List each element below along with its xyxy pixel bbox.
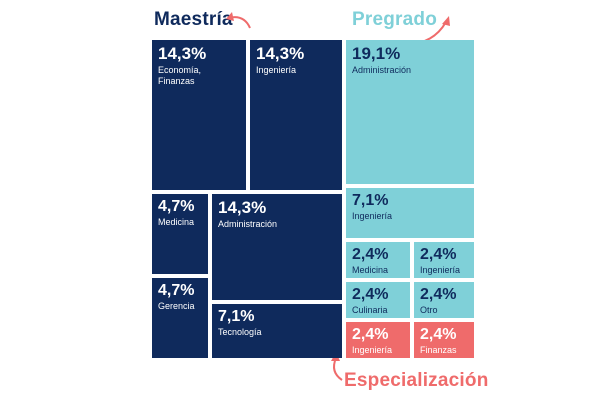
tile-category: Economía, Finanzas (158, 65, 202, 86)
maestria-arrowhead-icon (226, 12, 234, 21)
tile-category: Ingeniería (420, 265, 461, 275)
tile-label: 7,1% Tecnología (212, 304, 342, 358)
tile-label: 2,4% Ingeniería (346, 322, 410, 358)
treemap-tile (346, 188, 474, 238)
treemap-tile (346, 40, 474, 184)
pregrado-arrowhead-icon (442, 16, 450, 26)
tile-value: 4,7% (158, 198, 195, 215)
tile-category: Ingeniería (256, 65, 297, 75)
tile-value: 2,4% (420, 326, 457, 343)
treemap-tile (414, 282, 474, 318)
tile-category: Gerencia (158, 301, 195, 311)
tile-value: 7,1% (218, 308, 255, 325)
tile-label: 14,3% Ingeniería (250, 40, 342, 190)
tile-category: Ingeniería (352, 345, 393, 355)
tile-label: 7,1% Ingeniería (346, 188, 474, 238)
treemap-tile (152, 278, 208, 358)
tile-label: 2,4% Culinaria (346, 282, 410, 318)
tile-category: Finanzas (420, 345, 457, 355)
tiles-layer (152, 40, 474, 358)
treemap-tile (414, 242, 474, 278)
tile-label: 14,3% Economía, Finanzas (152, 40, 246, 190)
tile-value: 2,4% (352, 326, 389, 343)
tile-category: Administración (218, 219, 278, 229)
tile-value: 4,7% (158, 282, 195, 299)
tile-category: Otro (420, 305, 438, 315)
tile-category: Culinaria (352, 305, 388, 315)
tile-label: 19,1% Administración (346, 40, 474, 184)
especializacion-title: Especialización (344, 370, 489, 391)
tile-category: Administración (352, 65, 412, 75)
treemap-tile (212, 304, 342, 358)
tile-value: 2,4% (420, 246, 457, 263)
treemap-tile (152, 194, 208, 274)
tile-category: Tecnología (218, 327, 262, 337)
tile-value: 2,4% (420, 286, 457, 303)
treemap-tile (346, 322, 410, 358)
tile-label: 2,4% Finanzas (414, 322, 474, 358)
tile-label: 2,4% Ingeniería (414, 242, 474, 278)
tile-value: 14,3% (218, 198, 267, 217)
tile-label: 2,4% Otro (414, 282, 474, 318)
treemap-tile (212, 194, 342, 300)
tile-category: Medicina (352, 265, 389, 275)
tile-value: 14,3% (256, 44, 305, 63)
maestria-title: Maestría (154, 9, 233, 30)
tile-category: Medicina (158, 217, 195, 227)
especializacion-arrow-icon (333, 357, 343, 381)
treemap-tile (414, 322, 474, 358)
tile-label: 14,3% Administración (212, 194, 342, 300)
treemap-tile (250, 40, 342, 190)
tile-value: 2,4% (352, 286, 389, 303)
treemap-tile (346, 282, 410, 318)
treemap-tile (152, 40, 246, 190)
tile-label: 4,7% Medicina (152, 194, 208, 274)
tile-value: 14,3% (158, 44, 207, 63)
tile-label: 2,4% Medicina (346, 242, 410, 278)
tile-value: 19,1% (352, 44, 401, 63)
tile-label: 4,7% Gerencia (152, 278, 208, 358)
tile-category: Ingeniería (352, 211, 393, 221)
pregrado-title: Pregrado (352, 9, 438, 30)
treemap-tile (346, 242, 410, 278)
tile-value: 7,1% (352, 192, 389, 209)
tile-value: 2,4% (352, 246, 389, 263)
